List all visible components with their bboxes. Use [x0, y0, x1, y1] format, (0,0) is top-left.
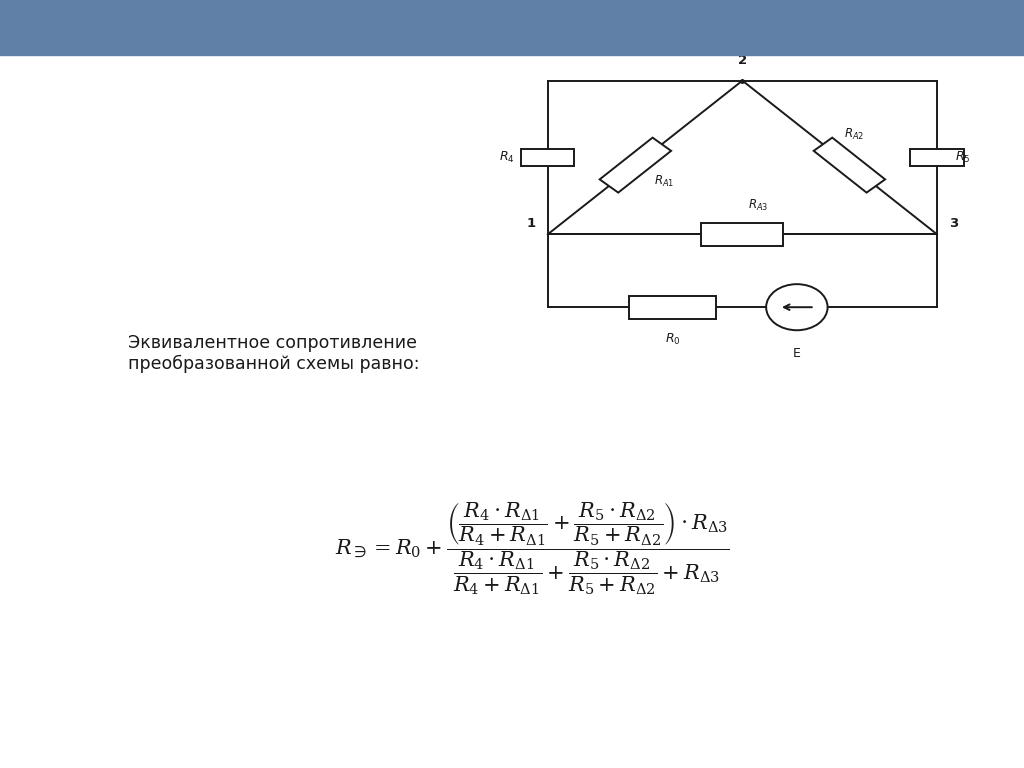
Text: 3: 3 [949, 217, 958, 230]
Polygon shape [910, 149, 964, 166]
Polygon shape [814, 137, 885, 193]
Text: $R_0$: $R_0$ [665, 332, 680, 347]
Bar [0, 0, 1024, 55]
Polygon shape [600, 137, 671, 193]
Text: $R_5$: $R_5$ [955, 150, 971, 165]
Polygon shape [701, 223, 783, 246]
Polygon shape [629, 296, 716, 319]
Text: $R_{A1}$: $R_{A1}$ [654, 174, 674, 190]
Text: E: E [793, 347, 801, 360]
Text: $R_{\mathsf{\ni}} = R_0 + \dfrac{\left(\dfrac{R_4 \cdot R_{\Delta1}}{R_4 + R_{\D: $R_{\mathsf{\ni}} = R_0 + \dfrac{\left(\… [335, 501, 730, 598]
Polygon shape [521, 149, 574, 166]
Text: $R_{A2}$: $R_{A2}$ [845, 127, 864, 142]
Text: $R_4$: $R_4$ [500, 150, 515, 165]
Text: 2: 2 [738, 54, 746, 67]
Text: Эквивалентное сопротивление
преобразованной схемы равно:: Эквивалентное сопротивление преобразован… [128, 334, 420, 373]
Text: 1: 1 [526, 217, 536, 230]
Circle shape [766, 284, 827, 330]
Text: $R_{A3}$: $R_{A3}$ [748, 197, 768, 213]
